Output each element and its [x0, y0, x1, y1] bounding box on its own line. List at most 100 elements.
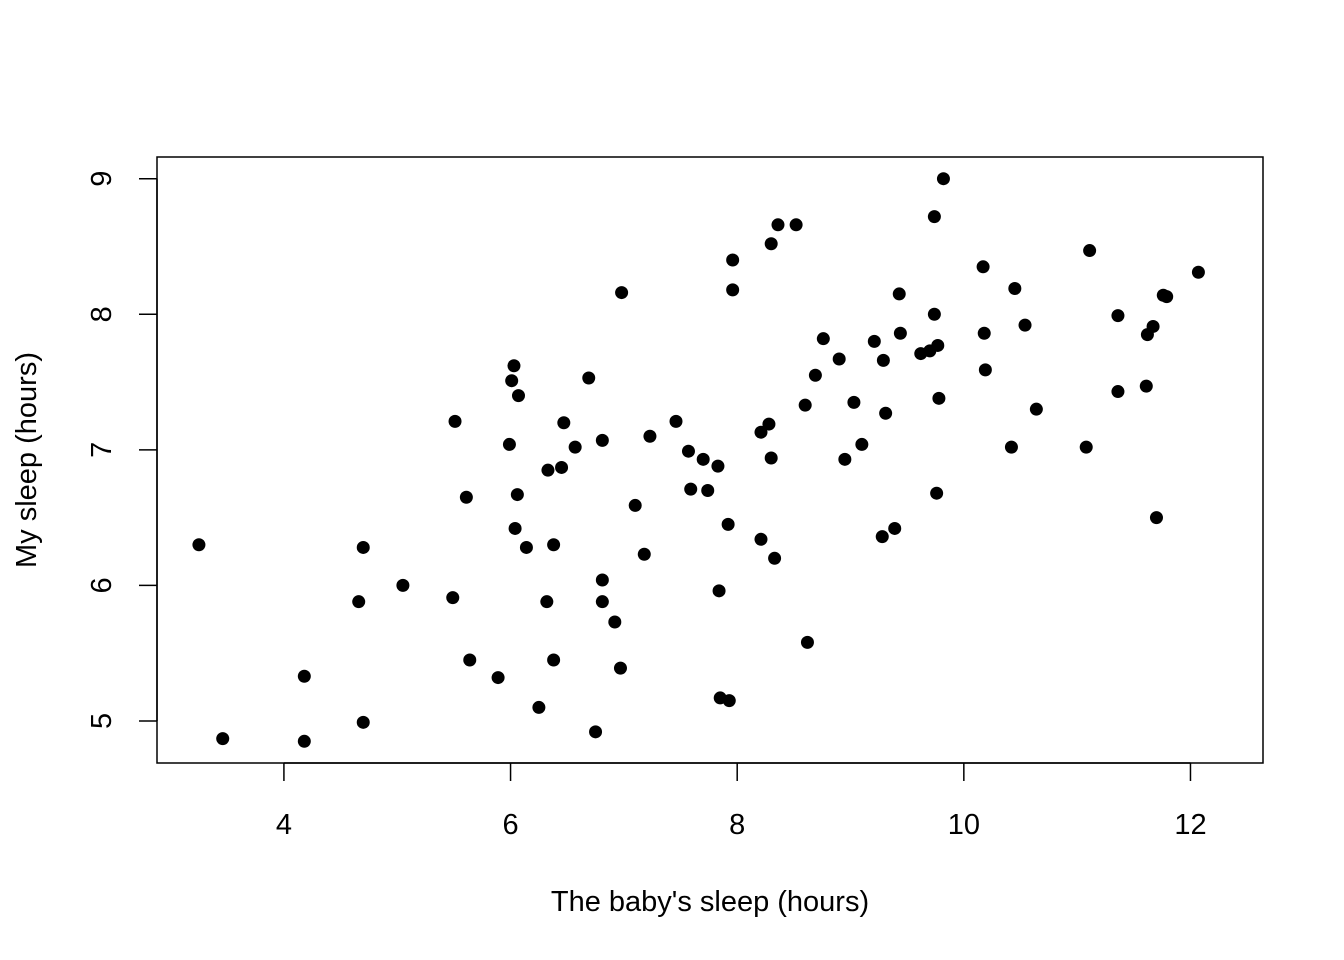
data-point — [722, 694, 736, 708]
data-point — [1008, 282, 1022, 296]
data-point — [771, 218, 785, 232]
data-point — [754, 425, 768, 439]
data-point — [932, 391, 946, 405]
data-point — [595, 573, 609, 587]
data-point — [712, 584, 726, 598]
data-point — [615, 286, 629, 300]
x-tick-label: 8 — [729, 809, 745, 841]
data-point — [216, 732, 230, 746]
data-point — [595, 595, 609, 609]
data-point — [888, 521, 902, 535]
data-point — [855, 437, 869, 451]
data-point — [396, 578, 410, 592]
y-tick-label: 9 — [86, 171, 118, 187]
data-point — [595, 433, 609, 447]
y-tick-label: 6 — [86, 577, 118, 593]
plot-frame — [156, 156, 1264, 764]
data-point — [1146, 319, 1160, 333]
data-point — [1018, 318, 1032, 332]
data-point — [1004, 440, 1018, 454]
data-point — [608, 615, 622, 629]
data-point — [977, 326, 991, 340]
data-point — [643, 429, 657, 443]
x-axis: 4 6 8 10 12 — [276, 762, 1207, 841]
data-point — [541, 463, 555, 477]
data-point — [931, 338, 945, 352]
x-axis-label: The baby's sleep (hours) — [551, 886, 869, 918]
data-point — [505, 374, 519, 388]
data-point — [696, 452, 710, 466]
data-point — [936, 172, 950, 186]
data-point — [764, 451, 778, 465]
data-point — [1079, 440, 1093, 454]
x-tick-label: 12 — [1174, 809, 1206, 841]
data-point — [352, 595, 366, 609]
data-point — [669, 414, 683, 428]
data-point — [459, 490, 473, 504]
data-points — [192, 172, 1205, 748]
data-point — [568, 440, 582, 454]
data-point — [893, 326, 907, 340]
data-point — [1149, 511, 1163, 525]
data-point — [557, 416, 571, 430]
data-point — [510, 488, 524, 502]
data-point — [832, 352, 846, 366]
data-point — [798, 398, 812, 412]
x-tick-label: 6 — [502, 809, 518, 841]
data-point — [297, 669, 311, 683]
data-point — [1139, 379, 1153, 393]
data-point — [547, 653, 561, 667]
x-tick-label: 4 — [276, 809, 292, 841]
data-point — [1160, 290, 1174, 304]
data-point — [540, 595, 554, 609]
data-point — [762, 417, 776, 431]
data-point — [764, 237, 778, 251]
data-point — [721, 517, 735, 531]
data-point — [930, 486, 944, 500]
data-point — [589, 725, 603, 739]
data-point — [192, 538, 206, 552]
data-point — [547, 538, 561, 552]
data-point — [508, 521, 522, 535]
data-point — [876, 353, 890, 367]
data-point — [446, 591, 460, 605]
data-point — [582, 371, 596, 385]
data-point — [356, 715, 370, 729]
data-point — [613, 661, 627, 675]
data-point — [867, 334, 881, 348]
data-point — [847, 395, 861, 409]
y-tick-label: 5 — [86, 713, 118, 729]
data-point — [768, 551, 782, 565]
data-point — [800, 635, 814, 649]
data-point — [1029, 402, 1043, 416]
data-point — [789, 218, 803, 232]
data-point — [356, 540, 370, 554]
data-point — [628, 498, 642, 512]
data-point — [532, 700, 546, 714]
data-point — [507, 359, 521, 373]
data-point — [754, 532, 768, 546]
data-point — [1111, 309, 1125, 323]
data-point — [463, 653, 477, 667]
data-point — [1191, 265, 1205, 279]
y-axis-label: My sleep (hours) — [11, 352, 43, 568]
data-point — [511, 389, 525, 403]
data-point — [502, 437, 516, 451]
data-point — [879, 406, 893, 420]
data-point — [297, 734, 311, 748]
data-point — [927, 210, 941, 224]
data-point — [1111, 385, 1125, 399]
data-point — [875, 530, 889, 544]
data-point — [637, 547, 651, 561]
data-point — [519, 540, 533, 554]
data-point — [684, 482, 698, 496]
data-point — [726, 253, 740, 267]
data-point — [491, 671, 505, 685]
y-tick-label: 7 — [86, 442, 118, 458]
data-point — [681, 444, 695, 458]
data-point — [555, 460, 569, 474]
data-point — [892, 287, 906, 301]
data-point — [1083, 244, 1097, 258]
x-tick-label: 10 — [948, 809, 980, 841]
